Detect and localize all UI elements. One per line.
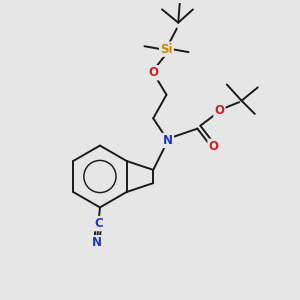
Text: O: O [148, 66, 158, 79]
Text: Si: Si [160, 43, 173, 56]
Text: N: N [163, 134, 173, 147]
Text: O: O [214, 104, 224, 118]
Text: C: C [94, 217, 103, 230]
Text: O: O [208, 140, 219, 153]
Text: N: N [92, 236, 102, 249]
